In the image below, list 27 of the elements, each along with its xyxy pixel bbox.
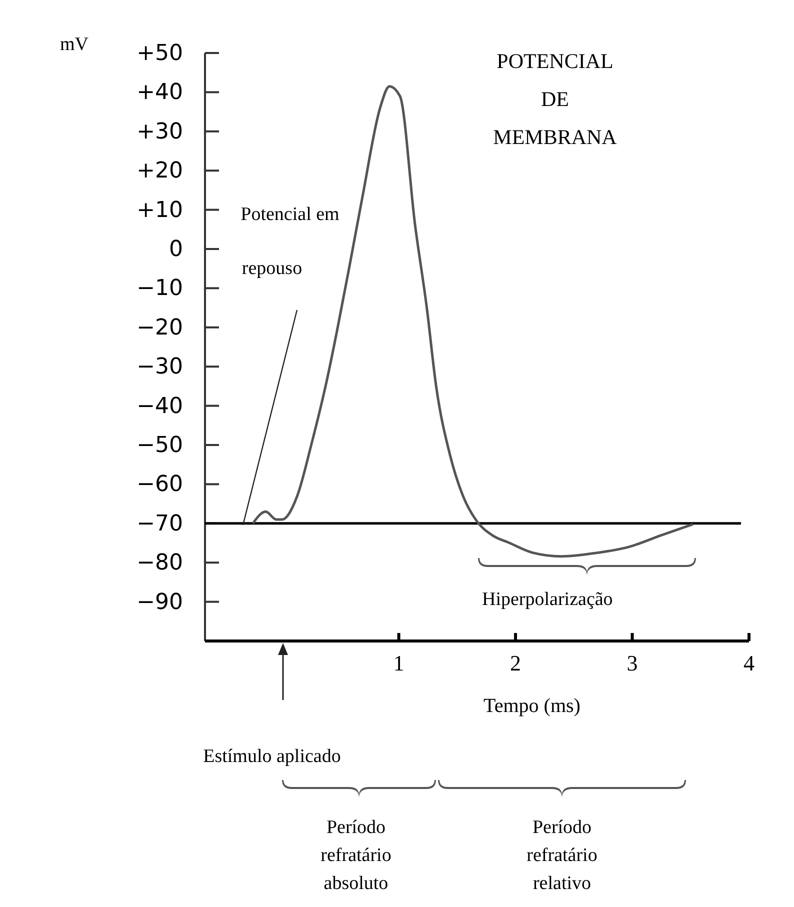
y-tick-label: −50 — [136, 433, 183, 458]
x-axis-title: Tempo (ms) — [484, 695, 580, 717]
text: Período refratário absoluto — [320, 817, 392, 894]
y-tick-label: +30 — [136, 119, 183, 144]
x-tick-label: 1 — [393, 650, 404, 676]
y-tick-label: −20 — [136, 315, 183, 340]
y-tick-label: −80 — [136, 550, 183, 576]
text: Estímulo aplicado — [203, 746, 341, 767]
y-tick-label: +50 — [136, 41, 183, 66]
y-axis-title: mV — [60, 34, 89, 55]
x-tick-label: 4 — [744, 650, 754, 676]
y-tick-label: −60 — [136, 472, 183, 498]
y-tick-label: +20 — [136, 158, 183, 184]
y-tick-label: −40 — [136, 394, 183, 419]
text: Potencial em repouso — [240, 204, 340, 279]
y-tick-label: −30 — [136, 354, 183, 380]
x-tick-label: 3 — [626, 650, 638, 676]
y-tick-label: −70 — [136, 511, 183, 536]
annotation: Hiperpolarização — [482, 589, 613, 610]
y-tick-label: 0 — [169, 237, 183, 262]
y-tick-label: +10 — [136, 198, 183, 223]
y-tick-label: +40 — [136, 80, 183, 106]
text: Período refratário relativo — [526, 817, 598, 894]
y-tick-label: −10 — [136, 276, 183, 302]
text: POTENCIAL DE MEMBRANA — [493, 49, 618, 149]
y-tick-label: −90 — [136, 590, 183, 615]
x-tick-label: 2 — [510, 650, 522, 676]
